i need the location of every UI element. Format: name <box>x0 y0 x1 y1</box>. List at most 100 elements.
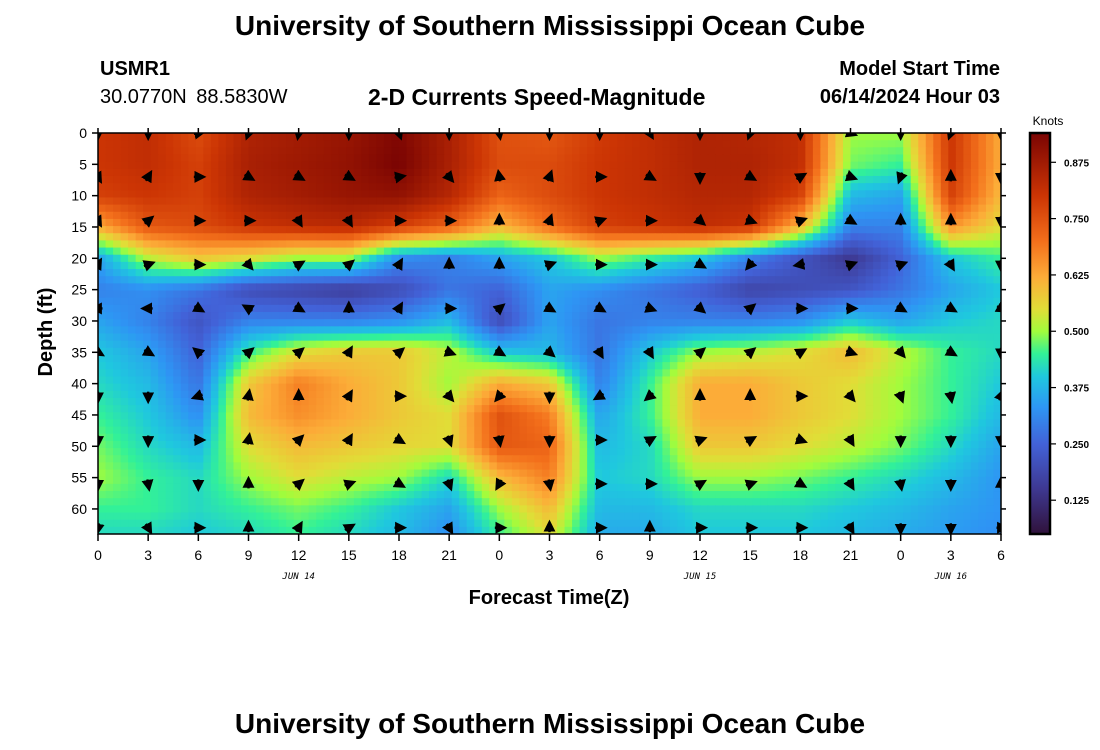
heatmap-cell <box>925 319 934 327</box>
heatmap-cell <box>632 405 641 413</box>
heatmap-cell <box>730 276 739 284</box>
heatmap-cell <box>210 290 219 299</box>
heatmap-cell <box>165 226 174 234</box>
heatmap-cell <box>316 154 325 163</box>
heatmap-cell <box>331 197 340 206</box>
heatmap-cell <box>910 340 919 349</box>
heatmap-cell <box>331 283 340 292</box>
heatmap-cell <box>150 269 159 277</box>
heatmap-cell <box>489 383 498 392</box>
heatmap-cell <box>760 233 769 242</box>
heatmap-cell <box>572 204 581 213</box>
heatmap-cell <box>609 304 618 313</box>
heatmap-cell <box>775 190 784 199</box>
heatmap-cell <box>632 412 641 421</box>
heatmap-cell <box>120 405 129 413</box>
heatmap-cell <box>135 319 144 327</box>
heatmap-cell <box>933 333 942 342</box>
heatmap-cell <box>308 211 317 220</box>
heatmap-cell <box>895 183 904 191</box>
heatmap-cell <box>684 369 694 378</box>
heatmap-cell <box>737 383 746 392</box>
heatmap-cell <box>880 140 889 148</box>
heatmap-cell <box>707 297 716 306</box>
heatmap-cell <box>173 412 182 421</box>
heatmap-cell <box>376 140 385 148</box>
heatmap-cell <box>180 183 189 191</box>
heatmap-cell <box>278 426 287 435</box>
heatmap-cell <box>98 290 107 299</box>
heatmap-cell <box>835 154 844 163</box>
heatmap-cell <box>308 426 317 435</box>
heatmap-cell <box>188 283 197 292</box>
heatmap-cell <box>173 326 182 335</box>
heatmap-cell <box>647 197 656 206</box>
heatmap-cell <box>414 197 423 206</box>
heatmap-cell <box>715 247 724 256</box>
heatmap-cell <box>910 405 919 413</box>
heatmap-cell <box>662 175 671 184</box>
heatmap-cell <box>812 283 822 292</box>
heatmap-cell <box>406 218 415 227</box>
heatmap-cell <box>963 319 972 327</box>
heatmap-cell <box>526 369 536 378</box>
heatmap-cell <box>436 197 445 206</box>
heatmap-cell <box>985 269 995 277</box>
heatmap-cell <box>368 312 378 320</box>
heatmap-cell <box>225 254 235 263</box>
heatmap-cell <box>466 426 475 435</box>
heatmap-cell <box>700 297 709 306</box>
heatmap-cell <box>218 383 227 392</box>
heatmap-cell <box>797 140 806 148</box>
heatmap-cell <box>730 297 739 306</box>
heatmap-cell <box>639 297 648 306</box>
heatmap-cell <box>963 261 972 270</box>
heatmap-cell <box>188 261 197 270</box>
heatmap-cell <box>391 319 400 327</box>
heatmap-cell <box>233 261 242 270</box>
heatmap-cell <box>692 276 701 284</box>
heatmap-cell <box>827 190 837 199</box>
heatmap-cell <box>474 168 483 177</box>
heatmap-cell <box>564 312 573 320</box>
heatmap-cell <box>316 369 325 378</box>
heatmap-cell <box>331 304 340 313</box>
heatmap-cell <box>669 161 679 170</box>
heatmap-cell <box>782 340 791 349</box>
heatmap-cell <box>105 290 114 299</box>
heatmap-cell <box>654 140 663 148</box>
heatmap-cell <box>436 304 445 313</box>
heatmap-cell <box>737 297 746 306</box>
heatmap-cell <box>587 197 596 206</box>
heatmap-cell <box>534 297 543 306</box>
heatmap-cell <box>858 333 867 342</box>
heatmap-cell <box>827 333 837 342</box>
heatmap-cell <box>346 362 355 370</box>
heatmap-cell <box>361 426 370 435</box>
heatmap-cell <box>730 362 739 370</box>
heatmap-cell <box>970 226 980 234</box>
heatmap-cell <box>602 183 611 191</box>
heatmap-cell <box>888 226 897 234</box>
heatmap-cell <box>353 133 362 141</box>
heatmap-cell <box>113 347 122 356</box>
heatmap-cell <box>572 319 581 327</box>
heatmap-cell <box>722 175 731 184</box>
heatmap-cell <box>677 190 686 199</box>
heatmap-cell <box>135 204 144 213</box>
heatmap-cell <box>248 183 257 191</box>
heatmap-cell <box>271 390 280 399</box>
heatmap-cell <box>271 140 280 148</box>
heatmap-cell <box>526 397 536 406</box>
heatmap-cell <box>549 226 558 234</box>
heatmap-cell <box>459 304 468 313</box>
heatmap-cell <box>669 283 679 292</box>
heatmap-cell <box>654 147 663 156</box>
heatmap-cell <box>263 340 272 349</box>
heatmap-cell <box>346 405 355 413</box>
heatmap-cell <box>910 233 919 242</box>
heatmap-cell <box>338 204 347 213</box>
heatmap-cell <box>338 140 347 148</box>
heatmap-cell <box>158 240 167 249</box>
heatmap-cell <box>572 269 581 277</box>
